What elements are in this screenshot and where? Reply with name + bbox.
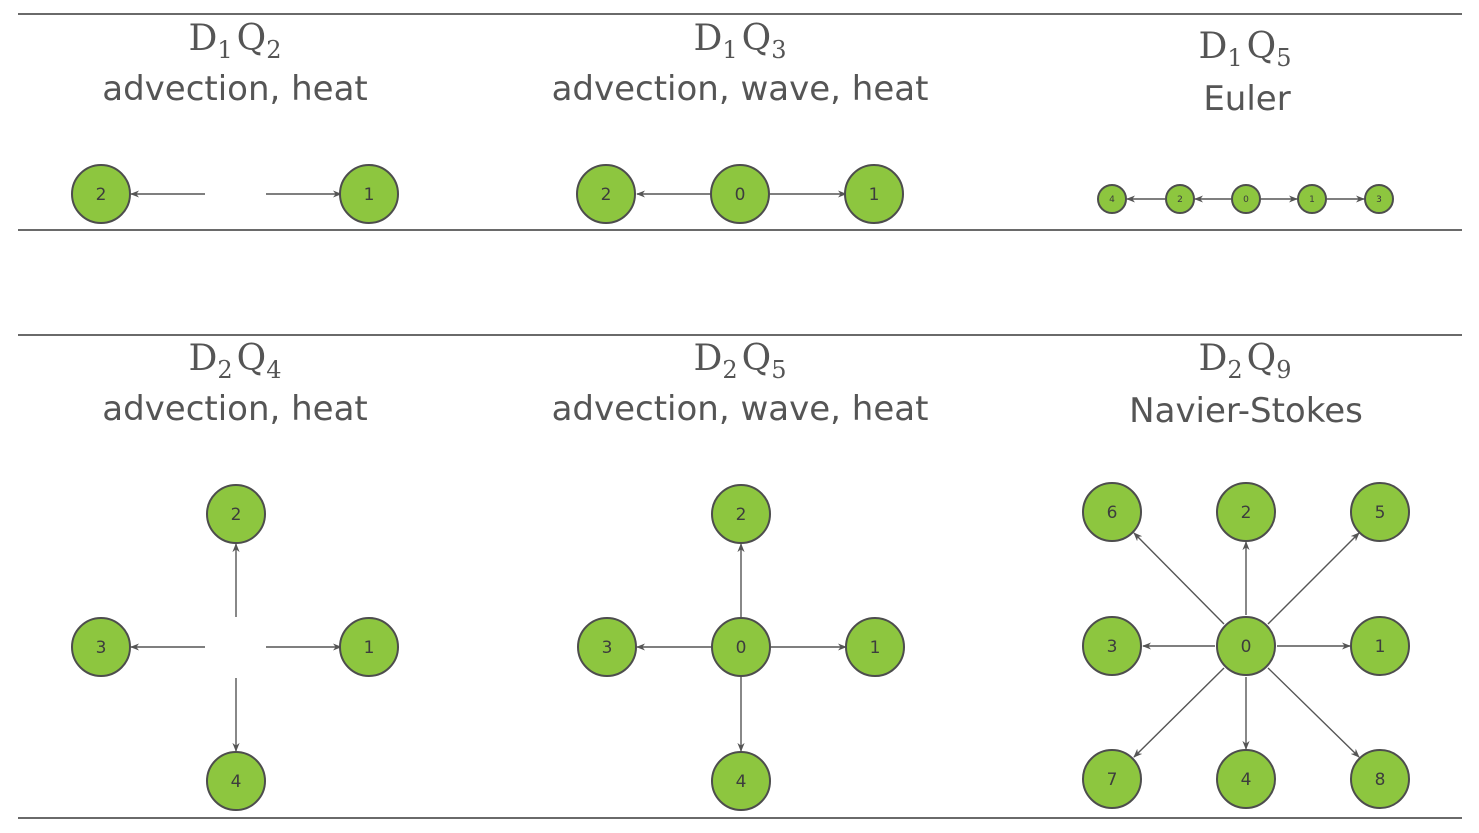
node-0: 0 xyxy=(710,164,770,224)
node-3: 3 xyxy=(1364,184,1394,214)
panel-title: D2 Q9 xyxy=(1199,338,1292,384)
node-1: 1 xyxy=(1297,184,1327,214)
panel-title: D1 Q2 xyxy=(189,18,282,64)
node-label: 2 xyxy=(96,185,107,205)
node-label: 0 xyxy=(1241,637,1252,657)
panel-d1q5: D1 Q5 Euler 4 2 0 1 3 xyxy=(1097,26,1394,214)
node-1: 1 xyxy=(339,164,399,224)
node-7: 7 xyxy=(1082,749,1142,809)
panel-caption: advection, heat xyxy=(102,69,368,109)
node-4: 4 xyxy=(206,751,266,811)
node-1: 1 xyxy=(845,617,905,677)
node-label: 2 xyxy=(231,505,242,525)
node-label: 1 xyxy=(364,185,375,205)
node-4: 4 xyxy=(1216,749,1276,809)
node-label: 3 xyxy=(96,638,107,658)
node-3: 3 xyxy=(1082,616,1142,676)
node-label: 0 xyxy=(735,185,746,205)
node-4: 4 xyxy=(1097,184,1127,214)
node-3: 3 xyxy=(71,617,131,677)
panel-d2q9: D2 Q9 Navier-Stokes 6 2 5 3 0 xyxy=(1082,338,1410,809)
node-label: 8 xyxy=(1375,770,1386,790)
node-label: 3 xyxy=(1376,195,1382,205)
panel-title: D1 Q5 xyxy=(1199,26,1292,72)
node-label: 1 xyxy=(1375,637,1386,657)
arrow-to-node-5 xyxy=(1267,532,1360,625)
node-label: 4 xyxy=(1241,770,1252,790)
node-label: 1 xyxy=(870,638,881,658)
arrow-to-node-6 xyxy=(1133,532,1225,625)
node-label: 1 xyxy=(364,638,375,658)
node-label: 4 xyxy=(1109,195,1115,205)
node-label: 1 xyxy=(1309,195,1315,205)
node-8: 8 xyxy=(1350,749,1410,809)
node-1: 1 xyxy=(1350,616,1410,676)
node-2: 2 xyxy=(1216,482,1276,542)
panel-title: D2 Q5 xyxy=(694,338,787,384)
panel-caption: advection, heat xyxy=(102,389,368,429)
panel-caption: advection, wave, heat xyxy=(552,69,929,109)
panel-d2q5: D2 Q5 advection, wave, heat 2 3 0 1 4 xyxy=(552,338,929,811)
node-2: 2 xyxy=(711,484,771,544)
node-1: 1 xyxy=(339,617,399,677)
node-label: 5 xyxy=(1375,503,1386,523)
panel-d1q2: D1 Q2 advection, heat 2 1 xyxy=(71,18,399,224)
panel-title: D1 Q3 xyxy=(694,18,787,64)
node-2: 2 xyxy=(576,164,636,224)
node-label: 2 xyxy=(736,505,747,525)
panel-title: D2 Q4 xyxy=(189,338,282,384)
node-0: 0 xyxy=(1216,616,1276,676)
node-4: 4 xyxy=(711,751,771,811)
node-label: 0 xyxy=(1243,195,1249,205)
node-label: 4 xyxy=(231,772,242,792)
node-5: 5 xyxy=(1350,482,1410,542)
node-2: 2 xyxy=(71,164,131,224)
panel-d1q3: D1 Q3 advection, wave, heat 2 0 1 xyxy=(552,18,929,224)
node-label: 4 xyxy=(736,772,747,792)
node-label: 1 xyxy=(869,185,880,205)
node-label: 2 xyxy=(1241,503,1252,523)
panel-caption: advection, wave, heat xyxy=(552,389,929,429)
node-label: 6 xyxy=(1107,503,1118,523)
node-3: 3 xyxy=(577,617,637,677)
node-6: 6 xyxy=(1082,482,1142,542)
panel-d2q4: D2 Q4 advection, heat 2 3 1 4 xyxy=(71,338,399,811)
node-0: 0 xyxy=(711,617,771,677)
node-label: 7 xyxy=(1107,770,1118,790)
panel-caption: Euler xyxy=(1203,79,1290,119)
node-label: 3 xyxy=(602,638,613,658)
node-label: 3 xyxy=(1107,637,1118,657)
node-label: 0 xyxy=(736,638,747,658)
node-2: 2 xyxy=(206,484,266,544)
node-1: 1 xyxy=(844,164,904,224)
node-0: 0 xyxy=(1231,184,1261,214)
node-label: 2 xyxy=(601,185,612,205)
node-label: 2 xyxy=(1177,195,1183,205)
node-2: 2 xyxy=(1165,184,1195,214)
panel-caption: Navier-Stokes xyxy=(1129,391,1363,431)
arrow-to-node-7 xyxy=(1133,667,1225,758)
arrow-to-node-8 xyxy=(1267,667,1360,758)
